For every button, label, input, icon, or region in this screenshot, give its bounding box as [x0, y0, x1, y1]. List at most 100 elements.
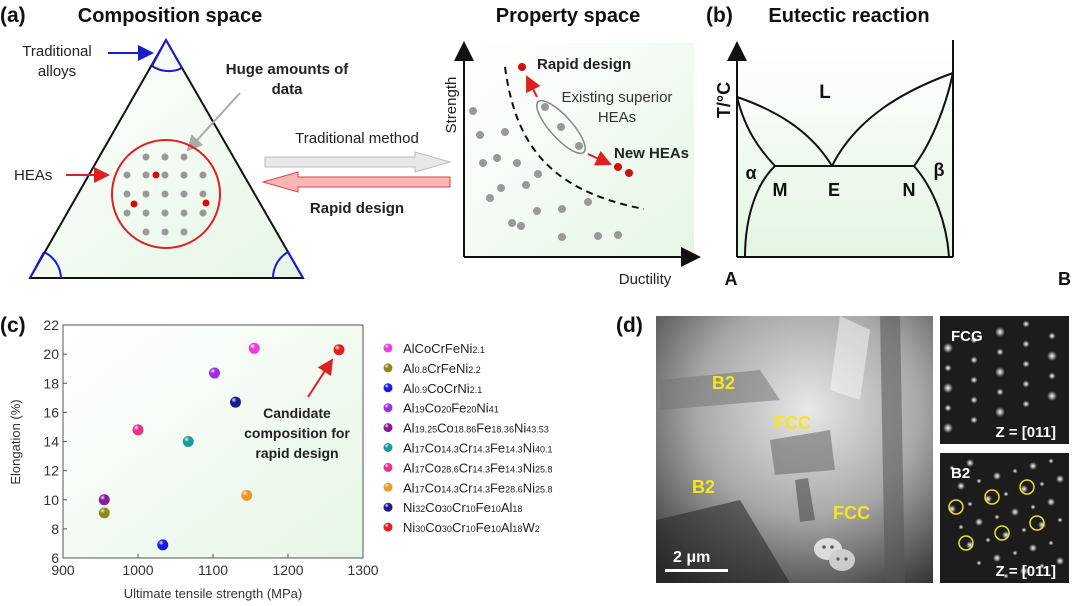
ductility-label: Ductility	[619, 271, 672, 288]
diffraction-spots	[943, 320, 1064, 579]
diffraction-spot	[1039, 563, 1045, 569]
huge-data-arrow	[186, 92, 241, 152]
strength-label: Strength	[443, 77, 460, 134]
data-point	[241, 489, 253, 501]
new-hea-dot	[625, 169, 633, 177]
property-dot	[476, 131, 484, 139]
diffraction-spot	[1022, 360, 1030, 368]
traditional-alloys-line1: Traditional	[22, 43, 91, 60]
huge-data-line2: data	[272, 81, 304, 98]
heas-label: HEAs	[14, 167, 52, 184]
diffraction-spot	[949, 465, 955, 471]
legend-label: Al19Co20Fe20Ni41	[403, 401, 499, 416]
annotation-line3: rapid design	[255, 445, 338, 461]
saed-bottom-zone: Z = [011]	[996, 563, 1056, 580]
superlattice-ring	[984, 489, 1000, 505]
corner-top	[151, 39, 183, 69]
diffraction-spot	[1048, 332, 1056, 340]
y-tick-label: 16	[43, 404, 59, 420]
traditional-method-label: Traditional method	[295, 130, 419, 147]
property-dot	[486, 194, 494, 202]
rapid-design-arrow-label: Rapid design	[310, 200, 404, 217]
superlattice-ring	[1029, 515, 1045, 531]
axis-ticks: 900 1000 1100 1200 1300 6 8 10 12 14 16 18 20 22	[43, 317, 378, 578]
superlattice-ring	[1019, 479, 1035, 495]
legend-label: Al17Co14.3Cr14.3Fe28.6Ni25.8	[403, 480, 553, 495]
diffraction-spot	[1029, 544, 1037, 552]
panel-label-c: (c)	[0, 314, 26, 337]
data-points	[98, 342, 345, 551]
diffraction-spot	[967, 501, 973, 507]
diffraction-spot	[1048, 372, 1056, 380]
liquidus-right	[831, 72, 954, 167]
diffraction-spot	[944, 364, 952, 372]
traditional-method-arrow	[264, 151, 452, 173]
diffraction-spot	[976, 560, 982, 566]
composition-dot	[142, 153, 150, 161]
saed-top-label: FCG	[951, 328, 983, 345]
composition-title: Composition space	[78, 5, 262, 27]
diffraction-spot	[943, 383, 953, 393]
property-dot	[558, 205, 566, 213]
composition-dot	[199, 190, 207, 198]
legend-item: Al17Co14.3Cr14.3Fe28.6Ni25.8	[383, 480, 553, 495]
composition-dot	[180, 190, 188, 198]
composition-dot	[199, 171, 207, 179]
plot-area	[62, 324, 364, 559]
diffraction-spot	[975, 518, 983, 526]
diffraction-spot	[966, 459, 974, 467]
phase-label-fcc-1: FCC	[774, 413, 811, 433]
annotation-line1: Candidate	[263, 405, 331, 421]
legend-label: Al0.8CrFeNi2.2	[403, 361, 481, 376]
legend-label: Ni30Co30Cr10Fe10Al18W2	[403, 520, 540, 535]
corner-arc-top	[151, 65, 183, 73]
existing-superior-ellipse	[536, 99, 586, 155]
composition-dot	[161, 171, 169, 179]
y-tick-label: 18	[43, 375, 59, 391]
hea-region-circle	[111, 139, 221, 249]
rapid-design-point-label: Rapid design	[537, 56, 631, 73]
composition-dot	[142, 209, 150, 217]
diffraction-spot	[970, 356, 978, 364]
new-heas-label: New HEAs	[614, 145, 689, 162]
panel-d-tem: (d) B2 FCC B2 FCC 2 μm FCG Z = [011] B2 …	[616, 314, 1069, 583]
eutectic-title: Eutectic reaction	[768, 5, 929, 27]
traditional-alloys-line2: alloys	[38, 63, 76, 80]
x-tick-label: 1000	[122, 562, 153, 578]
diffraction-spot	[1021, 527, 1027, 533]
panel-label-a: (a)	[0, 4, 26, 27]
tem-texture	[656, 316, 905, 583]
label-B: B	[1058, 269, 1071, 289]
wechat-watermark-icon	[814, 538, 855, 571]
diffraction-spot	[976, 478, 982, 484]
superlattice-ring	[994, 525, 1010, 541]
property-dot	[517, 222, 525, 230]
existing-superior-line2: HEAs	[598, 109, 636, 126]
corner-arc-right	[271, 251, 304, 279]
composition-dot	[123, 171, 131, 179]
x-tick-label: 1300	[347, 562, 378, 578]
y-tick-label: 6	[51, 550, 59, 566]
property-dot	[534, 170, 542, 178]
label-N: N	[903, 180, 916, 200]
composition-dot	[142, 228, 150, 236]
existing-superior-line1: Existing superior	[562, 89, 673, 106]
selected-composition-dot	[202, 199, 210, 207]
property-dot	[594, 232, 602, 240]
diffraction-spot	[1022, 340, 1030, 348]
data-point	[182, 436, 194, 447]
label-A: A	[725, 269, 738, 289]
diffraction-spot	[1022, 380, 1030, 388]
y-tick-label: 10	[43, 492, 59, 508]
data-point	[230, 396, 241, 408]
composition-dot	[161, 209, 169, 217]
legend-label: Ni32Co30Cr10Fe10Al18	[403, 500, 522, 515]
diffraction-spot	[1020, 567, 1028, 575]
diffraction-spot	[1047, 391, 1057, 401]
composition-dot	[161, 190, 169, 198]
label-E: E	[828, 180, 840, 200]
x-tick-label: 1200	[272, 562, 303, 578]
solidus-left	[736, 96, 776, 167]
diffraction-spot	[1056, 475, 1064, 483]
